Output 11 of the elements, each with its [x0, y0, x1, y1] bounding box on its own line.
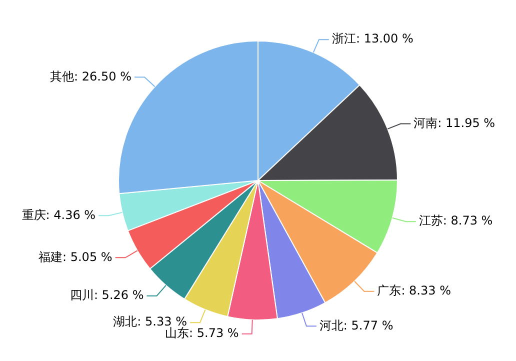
slice-label: 四川: 5.26 %	[70, 288, 144, 302]
slice-label: 河南: 11.95 %	[414, 116, 496, 130]
slice-label: 江苏: 8.73 %	[418, 214, 493, 228]
slice-label: 浙江: 13.00 %	[332, 32, 414, 46]
slice-label: 福建: 5.05 %	[38, 250, 112, 264]
slice-label: 其他: 26.50 %	[50, 69, 132, 84]
slice-label: 重庆: 4.36 %	[22, 208, 96, 222]
slice-label: 广东: 8.33 %	[377, 283, 451, 298]
slice-label: 湖北: 5.33 %	[113, 314, 187, 329]
slice-label: 河北: 5.77 %	[319, 318, 394, 332]
slice-label: 山东: 5.73 %	[165, 326, 239, 340]
